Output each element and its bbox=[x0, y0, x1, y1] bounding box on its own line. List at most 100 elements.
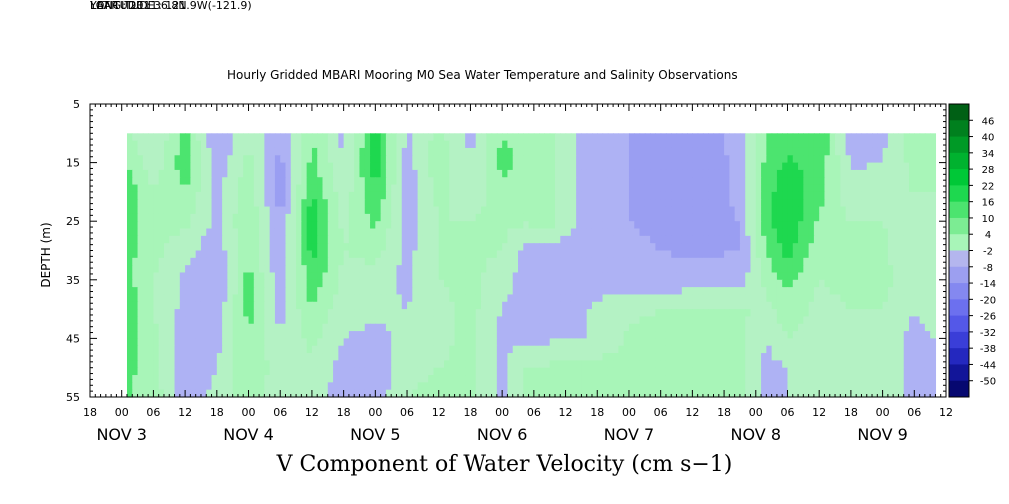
heatmap-cell bbox=[618, 309, 625, 318]
heatmap-cell bbox=[634, 360, 641, 369]
heatmap-cell bbox=[845, 169, 852, 178]
heatmap-cell bbox=[533, 279, 540, 288]
heatmap-cell bbox=[269, 206, 276, 215]
heatmap-cell bbox=[618, 272, 625, 281]
heatmap-cell bbox=[179, 287, 186, 296]
heatmap-cell bbox=[333, 184, 339, 193]
heatmap-cell bbox=[449, 250, 456, 259]
heatmap-cell bbox=[840, 184, 847, 193]
heatmap-cell bbox=[243, 191, 250, 200]
heatmap-cell bbox=[433, 338, 440, 347]
heatmap-cell bbox=[528, 338, 535, 347]
heatmap-cell bbox=[401, 257, 408, 266]
heatmap-cell bbox=[486, 177, 493, 186]
heatmap-cell bbox=[861, 162, 868, 171]
heatmap-cell bbox=[586, 133, 593, 142]
heatmap-cell bbox=[486, 162, 493, 171]
heatmap-cell bbox=[370, 191, 376, 200]
heatmap-cell bbox=[470, 301, 477, 310]
heatmap-cell bbox=[771, 353, 778, 361]
heatmap-cell bbox=[512, 184, 519, 193]
heatmap-cell bbox=[523, 133, 530, 142]
heatmap-cell bbox=[544, 272, 551, 281]
heatmap-cell bbox=[248, 265, 255, 274]
heatmap-cell bbox=[676, 323, 683, 332]
heatmap-cell bbox=[877, 353, 884, 361]
heatmap-cell bbox=[554, 331, 561, 339]
heatmap-cell bbox=[607, 155, 614, 164]
heatmap-cell bbox=[660, 191, 667, 200]
heatmap-cell bbox=[174, 272, 181, 281]
heatmap-cell bbox=[829, 353, 836, 361]
heatmap-cell bbox=[222, 147, 228, 156]
heatmap-cell bbox=[243, 331, 250, 339]
heatmap-cell bbox=[803, 338, 810, 347]
heatmap-cell bbox=[729, 294, 736, 303]
heatmap-cell bbox=[523, 155, 530, 164]
heatmap-cell bbox=[179, 331, 186, 339]
heatmap-cell bbox=[132, 184, 139, 193]
heatmap-cell bbox=[750, 360, 757, 369]
heatmap-cell bbox=[148, 235, 154, 244]
heatmap-cell bbox=[375, 345, 382, 354]
heatmap-cell bbox=[845, 294, 852, 303]
heatmap-cell bbox=[623, 360, 630, 369]
heatmap-cell bbox=[914, 177, 921, 186]
heatmap-cell bbox=[137, 169, 144, 178]
heatmap-cell bbox=[607, 338, 614, 347]
heatmap-cell bbox=[866, 250, 873, 259]
heatmap-cell bbox=[681, 133, 688, 142]
heatmap-cell bbox=[179, 353, 186, 361]
heatmap-cell bbox=[824, 279, 831, 288]
heatmap-cell bbox=[280, 367, 287, 376]
heatmap-cell bbox=[132, 155, 139, 164]
heatmap-cell bbox=[311, 353, 318, 361]
heatmap-cell bbox=[565, 250, 572, 259]
heatmap-cell bbox=[422, 169, 429, 178]
heatmap-cell bbox=[761, 353, 767, 361]
heatmap-cell bbox=[528, 272, 535, 281]
heatmap-cell bbox=[877, 169, 884, 178]
heatmap-cell bbox=[259, 353, 265, 361]
heatmap-cell bbox=[470, 360, 477, 369]
heatmap-cell bbox=[813, 147, 820, 156]
heatmap-cell bbox=[438, 279, 445, 288]
heatmap-cell bbox=[237, 294, 244, 303]
heatmap-cell bbox=[729, 221, 736, 230]
heatmap-cell bbox=[237, 265, 244, 274]
heatmap-cell bbox=[306, 177, 313, 186]
heatmap-cell bbox=[877, 243, 884, 252]
heatmap-cell bbox=[872, 228, 878, 237]
heatmap-cell bbox=[761, 169, 767, 178]
heatmap-cell bbox=[317, 294, 324, 303]
heatmap-cell bbox=[713, 177, 720, 186]
heatmap-cell bbox=[697, 140, 704, 149]
heatmap-cell bbox=[190, 177, 197, 186]
heatmap-cell bbox=[782, 338, 789, 347]
heatmap-cell bbox=[317, 353, 324, 361]
heatmap-cell bbox=[285, 331, 292, 339]
heatmap-cell bbox=[697, 221, 704, 230]
heatmap-cell bbox=[792, 228, 799, 237]
heatmap-cell bbox=[163, 345, 170, 354]
heatmap-cell bbox=[882, 191, 889, 200]
heatmap-cell bbox=[274, 331, 281, 339]
heatmap-cell bbox=[449, 206, 456, 215]
heatmap-cell bbox=[385, 331, 392, 339]
heatmap-cell bbox=[153, 301, 160, 310]
heatmap-cell bbox=[909, 162, 915, 171]
heatmap-cell bbox=[200, 206, 207, 215]
heatmap-cell bbox=[385, 199, 392, 208]
heatmap-cell bbox=[470, 184, 477, 193]
heatmap-cell bbox=[153, 257, 160, 266]
heatmap-cell bbox=[222, 279, 228, 288]
heatmap-cell bbox=[407, 235, 413, 244]
heatmap-cell bbox=[216, 323, 223, 332]
heatmap-cell bbox=[919, 140, 926, 149]
heatmap-cell bbox=[739, 309, 746, 318]
heatmap-cell bbox=[322, 367, 329, 376]
heatmap-cell bbox=[232, 140, 239, 149]
heatmap-cell bbox=[222, 353, 228, 361]
heatmap-cell bbox=[274, 353, 281, 361]
heatmap-cell bbox=[179, 279, 186, 288]
